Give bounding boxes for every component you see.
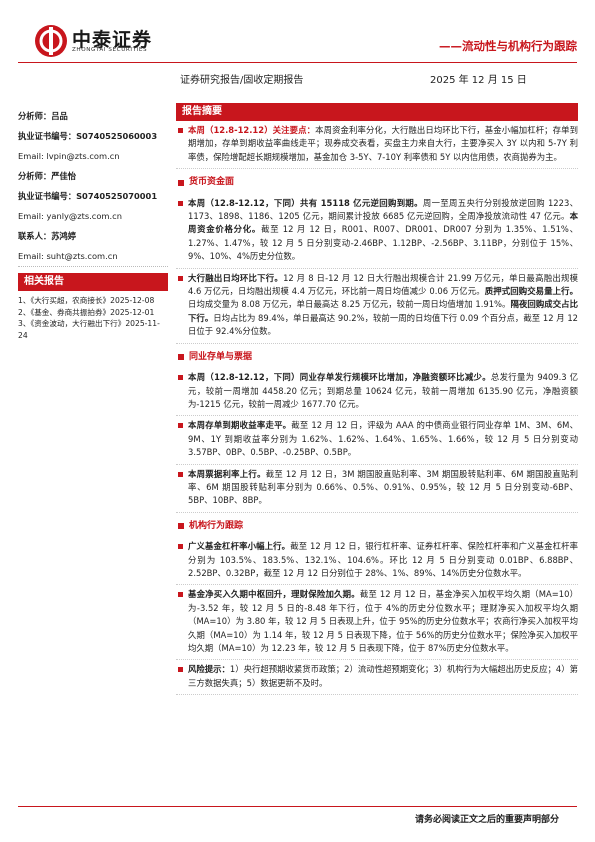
text-run: 12 月 8 日-12 月 12 日大行融出规模合计 21.99 万亿元，单日最… bbox=[188, 272, 579, 297]
rule bbox=[18, 62, 577, 63]
report-date: 2025 年 12 月 15 日 bbox=[430, 75, 527, 86]
text-run: 本周（12.8-12.12）关注要点： bbox=[188, 125, 316, 135]
text-run: 本周（12.8-12.12，下同）同业存单发行规模环比增加，净融资额环比减少。 bbox=[188, 372, 491, 383]
related-item: 2、《基金、券商共振拍券》2025-12-01 bbox=[18, 307, 155, 317]
logo-mark bbox=[35, 25, 67, 57]
brand: 中泰证券 bbox=[72, 29, 153, 51]
section-title-text: 同业存单与票据 bbox=[189, 351, 253, 362]
bullet-item: 基金净买入久期中枢回升，理财保险加久期。截至 12 月 12 日，基金净买入加权… bbox=[176, 585, 578, 661]
contact-label: 分析师：严佳怡 bbox=[18, 171, 77, 181]
bullet-item: 风险提示：1）央行超预期收紧货币政策；2）流动性超预期变化；3）机构行为大幅超出… bbox=[176, 660, 579, 696]
section-icon bbox=[178, 179, 184, 186]
bullet-marker bbox=[178, 200, 183, 206]
bullet-item: 广义基金杠杆率小幅上行。截至 12 月 12 日，银行杠杆率、证券杠杆率、保险杠… bbox=[176, 537, 579, 586]
contact-email: Email: lvpin@zts.com.cn bbox=[18, 151, 120, 161]
section-title-text: 机构行为跟踪 bbox=[189, 520, 244, 531]
text-run: 风险提示： bbox=[188, 664, 230, 675]
text-run: 本周资金价格分化。 bbox=[188, 211, 578, 235]
bullet-marker bbox=[178, 592, 183, 598]
bullet-marker bbox=[178, 471, 183, 477]
text-run: 日均成交量为 8.08 万亿元，单日最高达 8.25 万亿元，较前一周日均值增加… bbox=[188, 299, 511, 310]
section-title: 同业存单与票据 bbox=[178, 351, 578, 364]
sidebar: 分析师：吕品执业证书编号：S0740525060003 Email: lvpin@… bbox=[18, 106, 168, 341]
text-run: 截至 12 月 12 日，银行杠杆率、证券杠杆率、保险杠杆率和广义基金杠杆率分别… bbox=[188, 541, 579, 578]
text-run: 质押式回购交易量上行。 bbox=[484, 286, 578, 297]
report-type: 证券研究报告/固收定期报告 bbox=[180, 75, 304, 86]
bullet-item: 本周（12.8-12.12，下同）共有 15118 亿元逆回购到期。周一至周五央… bbox=[176, 194, 578, 269]
bullet-item: 本周（12.8-12.12）关注要点：本周资金利率分化，大行融出日均环比下行，基… bbox=[176, 121, 579, 170]
section-title: 货币资金面 bbox=[178, 176, 578, 189]
text-run: 本周（12.8-12.12，下同）共有 15118 亿元逆回购到期。 bbox=[188, 197, 423, 208]
text-run: 隔夜回购成交占比下行。 bbox=[188, 299, 578, 323]
section-title: 机构行为跟踪 bbox=[178, 520, 578, 533]
text-run: 本周票据利率上行。 bbox=[188, 468, 266, 479]
text-run: 本周资金利率分化，大行融出日均环比下行，基金小幅加杠杆；存单到期增加，存单到期收… bbox=[188, 125, 579, 162]
bullet-item: 本周票据利率上行。截至 12 月 12 日，3M 期国股直贴利率、3M 期国股转… bbox=[176, 465, 578, 513]
contact-label: 分析师：吕品 bbox=[18, 111, 68, 121]
bullet-item: 本周存单到期收益率走平。截至 12 月 12 日，评级为 AAA 的中债商业银行… bbox=[176, 416, 579, 465]
bullet-marker bbox=[178, 423, 183, 429]
text-run: 截至 12 月 12 日，基金净买入加权平均久期（MA=10）为-3.52 年，… bbox=[188, 589, 578, 653]
related-title: 相关报告 bbox=[18, 273, 168, 291]
text-run: 截至 12 月 12 日，R001、R007、DR001、DR007 分别为 1… bbox=[188, 224, 579, 262]
text-run: 广义基金杠杆率小幅上行。 bbox=[188, 541, 291, 552]
text-run: 截至 12 月 12 日，3M 期国股直贴利率、3M 期国股转贴利率、6M 期国… bbox=[188, 468, 578, 506]
bullet-item: 本周（12.8-12.12，下同）同业存单发行规模环比增加，净融资额环比减少。总… bbox=[176, 368, 578, 417]
contact-cert: 执业证书编号：S0740525070001 bbox=[18, 191, 158, 201]
bullet-marker bbox=[178, 275, 183, 281]
bullet-marker bbox=[178, 375, 183, 381]
text-run: 1）央行超预期收紧货币政策；2）流动性超预期变化；3）机构行为大幅超出历史反应；… bbox=[188, 664, 579, 688]
contact-label: 联系人：苏鸿婷 bbox=[18, 231, 77, 241]
section-icon bbox=[178, 354, 184, 361]
related-item: 3、《资金波动，大行融出下行》2025-11-24 bbox=[18, 319, 160, 340]
text-run: 大行融出日均环比下行。 bbox=[188, 272, 284, 283]
main: 报告摘要 本周（12.8-12.12）关注要点：本周资金利率分化，大行融出日均环比… bbox=[176, 103, 579, 696]
section-icon bbox=[178, 523, 184, 530]
separator bbox=[18, 266, 168, 267]
related-item: 1、《大行买超，农商接长》2025-12-08 bbox=[18, 296, 155, 305]
text-run: 截至 12 月 12 日，评级为 AAA 的中债商业银行同业存单 1M、3M、6… bbox=[188, 420, 579, 458]
section-title-text: 货币资金面 bbox=[189, 177, 235, 188]
rule bbox=[18, 806, 577, 807]
text-run: 总发行量为 9409.3 亿元，较前一周增加 4458.20 亿元；到期总量 1… bbox=[188, 372, 578, 409]
text-run: 本周存单到期收益率走平。 bbox=[188, 420, 292, 431]
contact-cert: 执业证书编号：S0740525060003 bbox=[18, 131, 158, 141]
summary-title: 报告摘要 bbox=[176, 103, 578, 121]
text-run: 基金净买入久期中枢回升，理财保险加久期。 bbox=[188, 589, 360, 600]
related-list: 1、《大行买超，农商接长》2025-12-08 2、《基金、券商共振拍券》2025… bbox=[18, 295, 168, 341]
bullet-item: 大行融出日均环比下行。12 月 8 日-12 月 12 日大行融出规模合计 21… bbox=[176, 269, 578, 344]
bullet-marker bbox=[178, 667, 183, 673]
text-run: 日均占比为 89.4%，单日最高达 90.2%，较前一周的日均值下行 0.09 … bbox=[188, 312, 579, 337]
footer: 请务必阅读正文之后的重要声明部分 bbox=[414, 815, 559, 825]
contact-email: Email: yanly@zts.com.cn bbox=[18, 211, 122, 221]
bullet-marker bbox=[178, 544, 183, 550]
bullet-marker bbox=[178, 128, 183, 133]
contact-email: Email: suht@zts.com.cn bbox=[18, 251, 118, 261]
text-run: 周一至周五央行分别投放逆回购 1223、1173、1898、1186、1205 … bbox=[188, 197, 578, 222]
brand-en: ZHONGTAI SECURITIES bbox=[72, 47, 148, 53]
series-title: ——流动性与机构行为跟踪 bbox=[439, 39, 577, 53]
